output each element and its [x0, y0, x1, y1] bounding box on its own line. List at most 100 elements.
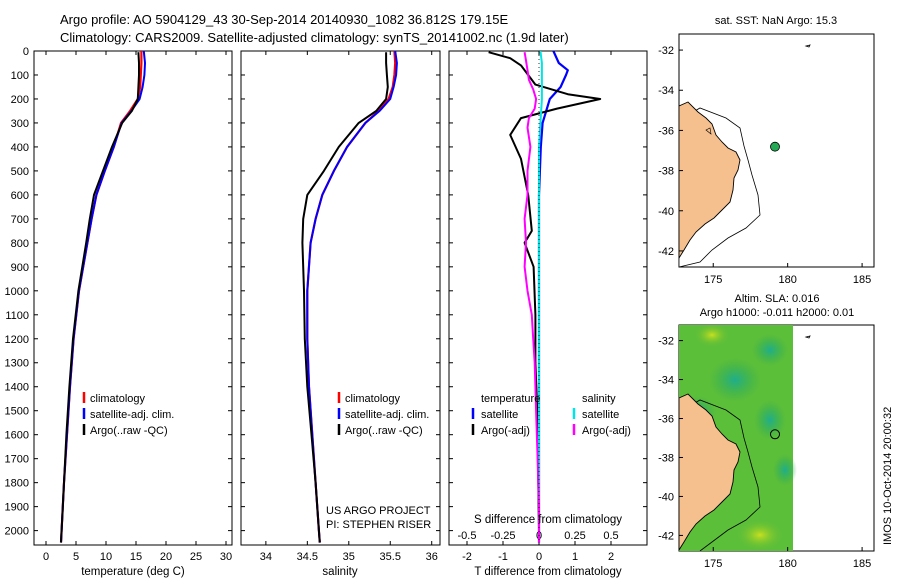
difference-legend: temperature salinity satellite Argo(-adj…: [471, 393, 631, 437]
x-tick-label: 15: [130, 551, 142, 563]
temperature-axis-label: temperature (deg C): [81, 566, 185, 578]
series-line-satellite-adj-clim-: [60, 51, 146, 543]
x-tick-label: 34.5: [297, 551, 318, 563]
depth-tick-label: 1000: [5, 286, 29, 298]
imos-credit: IMOS 10-Oct-2014 20:00:32: [882, 407, 894, 545]
lat-tick-label: -36: [658, 414, 674, 426]
depth-axis: 0 100 200 300 400 500 600 700 800 900 1000 1100 1200…: [5, 46, 647, 538]
series-line-climatology: [59, 51, 143, 543]
depth-tick-label: 600: [11, 190, 29, 202]
legend-heading-temperature: temperature: [481, 393, 540, 405]
x-tick-label: 0: [536, 551, 542, 563]
depth-tick-label: 2000: [5, 526, 29, 538]
x-tick-label: 20: [160, 551, 172, 563]
depth-tick-label: 500: [11, 166, 29, 178]
legend-label-climatology: climatology: [90, 393, 146, 405]
sst-map-title: sat. SST: NaN Argo: 15.3: [715, 15, 837, 27]
legend-label-satellite: satellite-adj. clim.: [90, 409, 174, 421]
legend-heading-salinity: salinity: [582, 393, 616, 405]
lon-tick-label: 175: [704, 558, 722, 570]
salinity-legend: climatology satellite-adj. clim. Argo(..…: [337, 392, 429, 437]
depth-tick-label: 900: [11, 262, 29, 274]
depth-tick-label: 700: [11, 214, 29, 226]
salinity-panel: 34 34.5 35 35.5 36: [260, 51, 438, 563]
depth-tick-label: 1100: [5, 310, 29, 322]
lat-tick-label: -40: [658, 491, 674, 503]
difference-plot-frame: [448, 50, 648, 546]
x-tick-label: 1: [572, 551, 578, 563]
lat-tick-label: -40: [658, 206, 674, 218]
sla-map-title-line2: Argo h1000: -0.011 h2000: 0.01: [700, 307, 855, 319]
lat-tick-label: -42: [658, 246, 674, 258]
s-difference-axis-label: S difference from climatology: [474, 514, 622, 526]
lat-tick-label: -38: [658, 452, 674, 464]
sla-map-title-line1: Altim. SLA: 0.016: [735, 293, 820, 305]
depth-tick-label: 1700: [5, 454, 29, 466]
series-line-argo-raw-qc-: [301, 52, 389, 543]
north-island-land: [679, 101, 741, 259]
legend-label-temp-satellite: satellite: [481, 409, 518, 421]
depth-tick-label: 1800: [5, 478, 29, 490]
depth-tick-label: 1500: [5, 406, 29, 418]
lat-tick-label: -32: [658, 336, 674, 348]
lon-tick-label: 185: [853, 558, 871, 570]
x-tick-label: 25: [190, 551, 202, 563]
depth-tick-label: 1200: [5, 334, 29, 346]
s-diff-tick-label: -0.5: [458, 530, 477, 542]
x-tick-label: 0: [43, 551, 49, 563]
sst-map-axes: 175 180 185 -32 -34 -36 -38 -40 -42: [658, 45, 871, 286]
depth-tick-label: 1300: [5, 358, 29, 370]
float-location-marker: [770, 429, 780, 440]
depth-tick-label: 1400: [5, 382, 29, 394]
depth-tick-label: 1600: [5, 430, 29, 442]
figure-title-line2: Climatology: CARS2009. Satellite-adjuste…: [60, 30, 569, 45]
x-tick-label: -2: [462, 551, 472, 563]
legend-label-climatology: climatology: [345, 393, 401, 405]
lat-tick-label: -32: [658, 45, 674, 57]
depth-tick-label: 0: [23, 46, 29, 58]
depth-tick-label: 1900: [5, 502, 29, 514]
x-tick-label: 35: [343, 551, 355, 563]
project-annotation: US ARGO PROJECT: [326, 505, 431, 517]
pi-annotation: PI: STEPHEN RISER: [326, 519, 431, 531]
lon-tick-label: 180: [778, 558, 796, 570]
x-tick-label: 5: [73, 551, 79, 563]
lat-tick-label: -42: [658, 530, 674, 542]
salinity-axis-label: salinity: [322, 566, 357, 578]
x-tick-label: 30: [220, 551, 232, 563]
depth-tick-label: 300: [11, 118, 29, 130]
north-island-land: [679, 393, 741, 551]
sla-map-axes: 175 180 185 -32 -34 -36 -38 -40 -42: [658, 336, 871, 570]
legend-label-satellite: satellite-adj. clim.: [345, 409, 429, 421]
temperature-plot-frame: [33, 50, 233, 546]
lat-tick-label: -38: [658, 166, 674, 178]
x-tick-label: 10: [100, 551, 112, 563]
float-location-marker: [770, 141, 780, 152]
lat-tick-label: -36: [658, 125, 674, 137]
x-tick-label: 34: [260, 551, 272, 563]
lon-tick-label: 185: [853, 274, 871, 286]
depth-tick-label: 400: [11, 142, 29, 154]
sst-map: [678, 33, 875, 268]
legend-label-sal-argo: Argo(-adj): [582, 425, 631, 437]
x-tick-label: -1: [498, 551, 508, 563]
lon-tick-label: 180: [778, 274, 796, 286]
legend-label-temp-argo: Argo(-adj): [481, 425, 530, 437]
series-line-temperature-argo-adj-: [488, 51, 602, 543]
series-line-argo-raw-qc-: [60, 52, 140, 543]
series-line-salinity-argo-adj-: [523, 52, 540, 543]
legend-label-argo: Argo(..raw -QC): [90, 425, 168, 437]
lon-tick-label: 175: [704, 274, 722, 286]
depth-tick-label: 800: [11, 238, 29, 250]
temperature-legend: climatology satellite-adj. clim. Argo(..…: [82, 392, 174, 437]
temperature-panel: 0 5 10 15 20 25 30: [43, 51, 232, 563]
lat-tick-label: -34: [658, 85, 674, 97]
legend-label-sal-satellite: satellite: [582, 409, 619, 421]
figure-title-line1: Argo profile: AO 5904129_43 30-Sep-2014 …: [60, 12, 508, 27]
series-line-climatology: [306, 51, 397, 543]
x-tick-label: 35.5: [380, 551, 401, 563]
sla-map: [678, 324, 875, 552]
s-diff-tick-label: 0.5: [603, 530, 618, 542]
